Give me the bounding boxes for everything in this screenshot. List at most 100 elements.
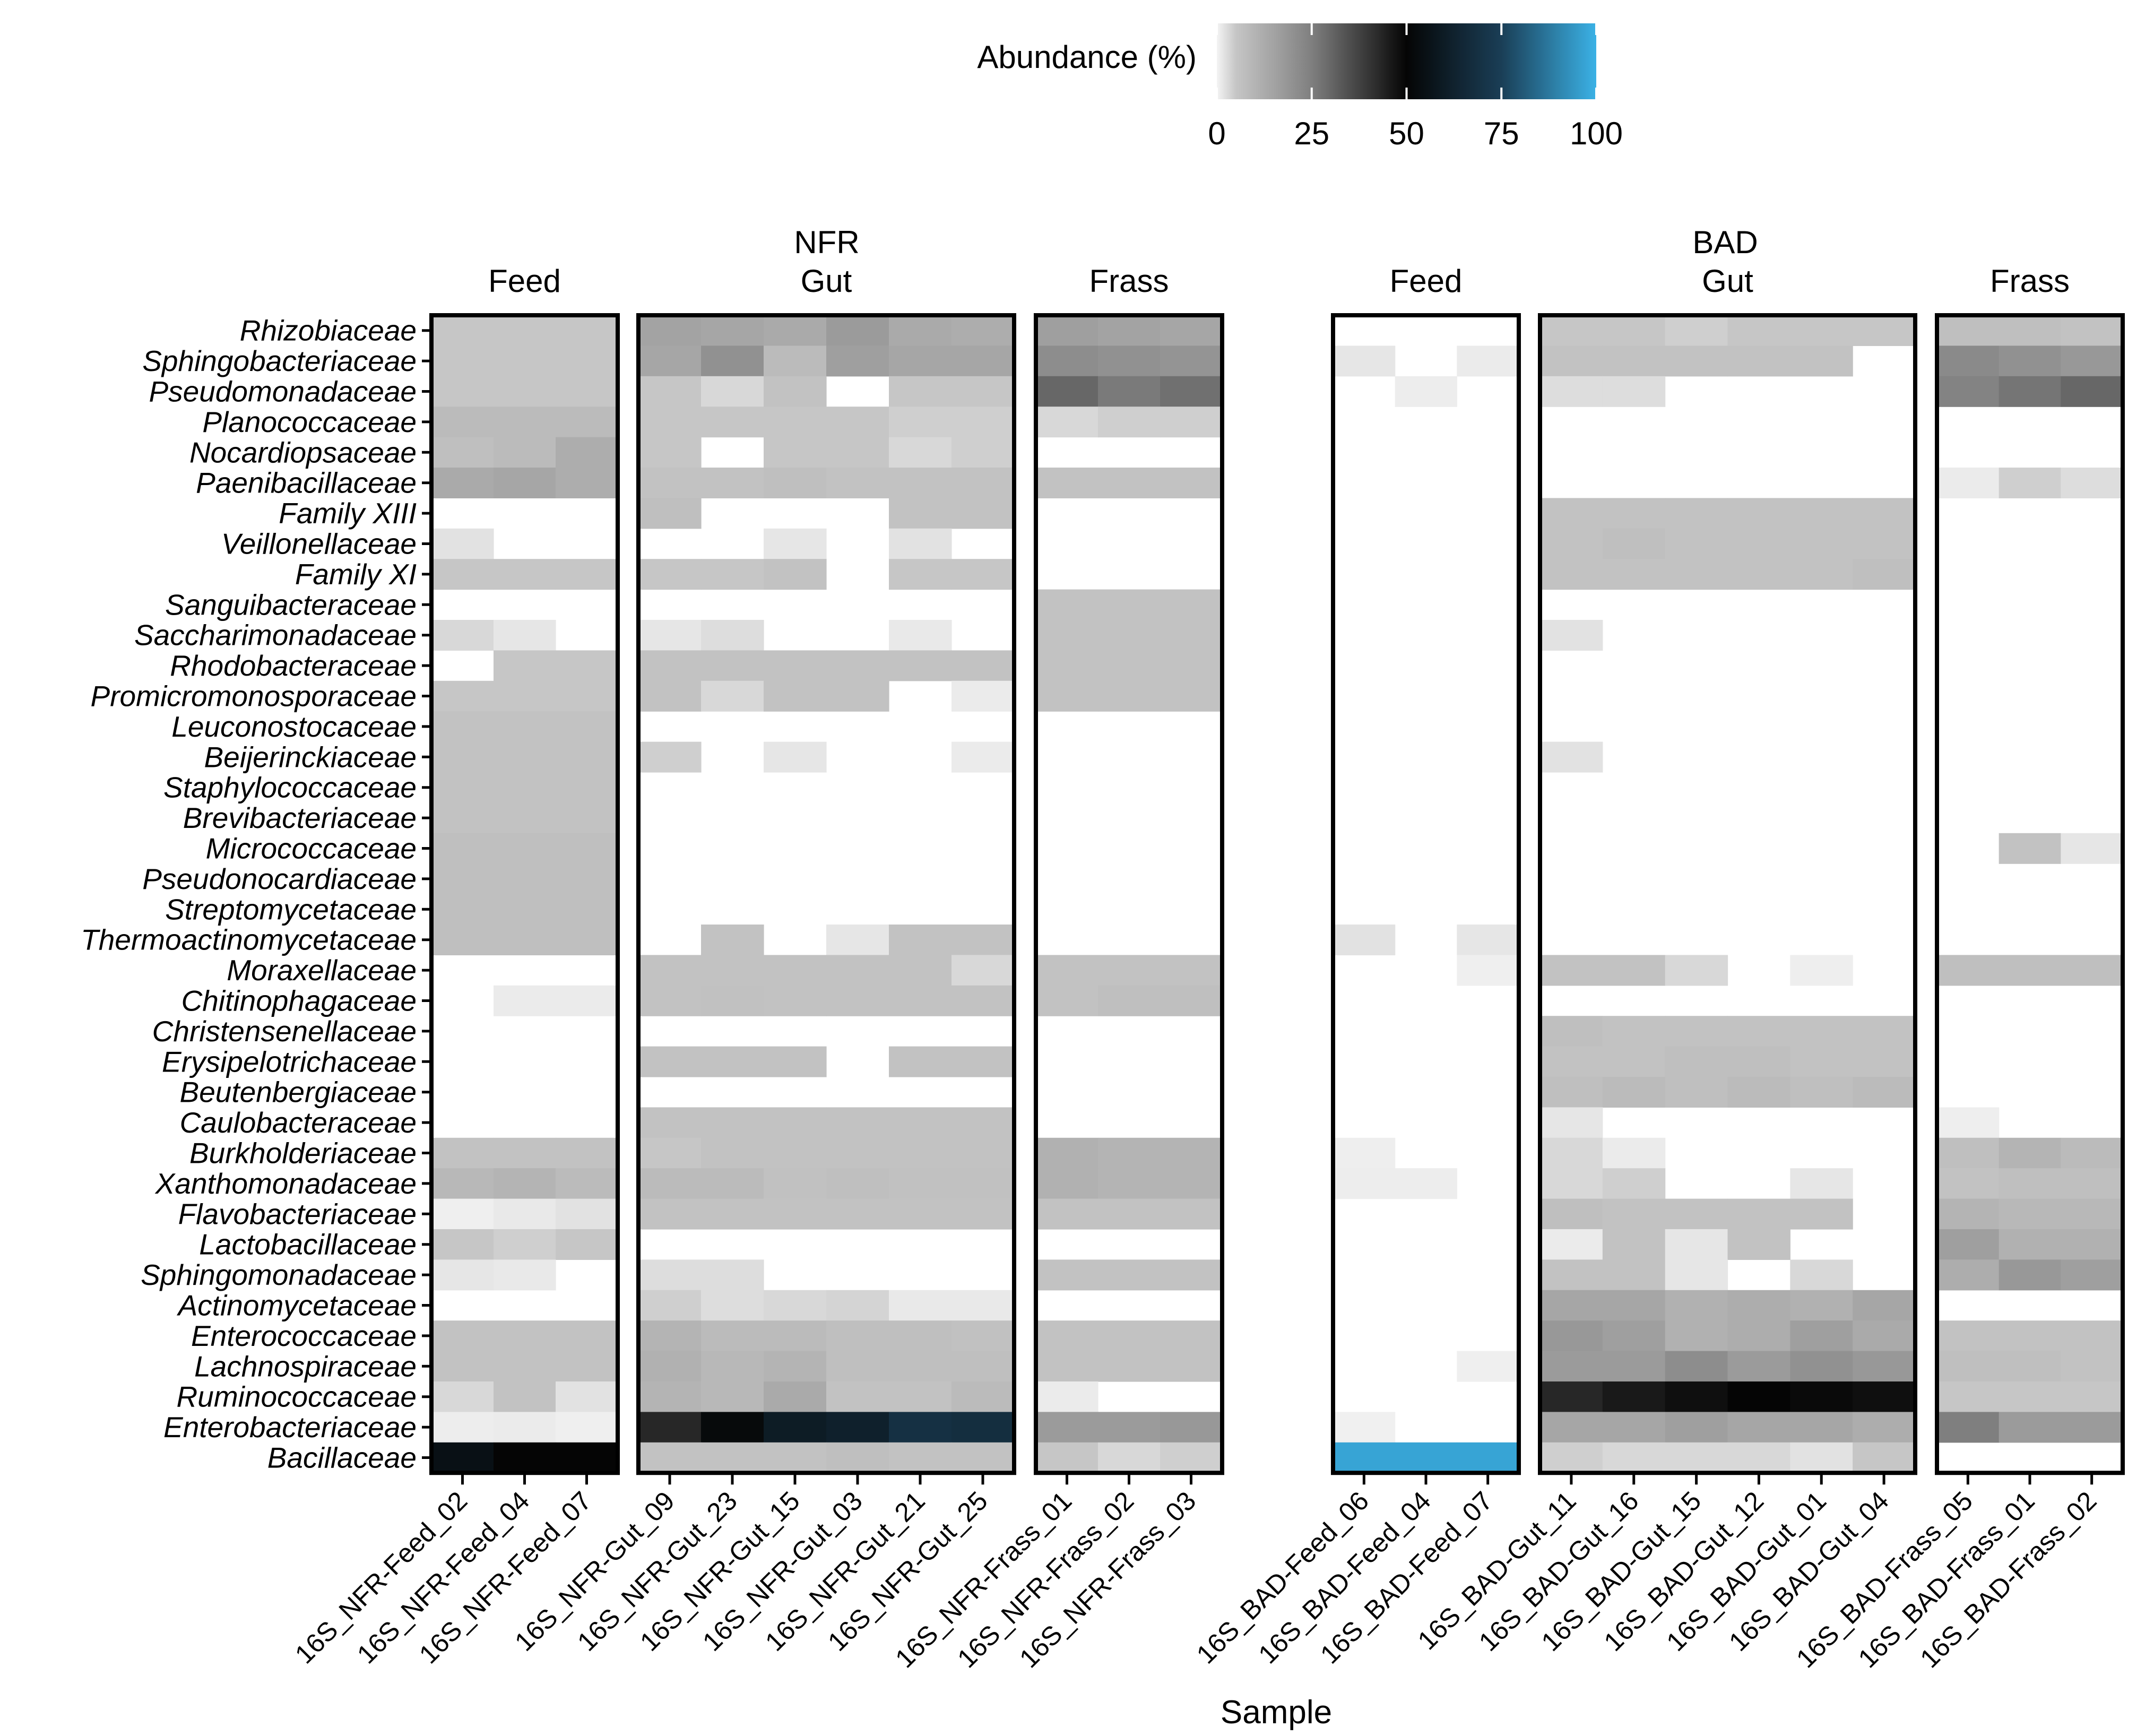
heatmap-cell (556, 407, 618, 438)
heatmap-cell (1540, 1320, 1603, 1352)
heatmap-cell (494, 1381, 556, 1412)
family-label: Micrococcaceae (206, 832, 417, 865)
heatmap-cell (1790, 315, 1853, 346)
heatmap-cell (494, 437, 556, 468)
heatmap-cell (701, 346, 764, 377)
heatmap-cell (951, 1320, 1015, 1352)
heatmap-cell (494, 863, 556, 895)
heatmap-cell (2061, 468, 2123, 498)
heatmap-cell (701, 1046, 764, 1077)
heatmap-cell (556, 772, 618, 803)
family-label: Saccharimonadaceae (134, 619, 417, 652)
heatmap-cell (764, 1381, 827, 1412)
heatmap-cell (556, 315, 618, 346)
family-label: Sphingomonadaceae (141, 1258, 417, 1291)
heatmap-cell (1395, 1168, 1457, 1199)
family-label: Pseudomonadaceae (149, 375, 417, 408)
heatmap-cell (1602, 1442, 1666, 1473)
heatmap-cell (431, 1259, 494, 1291)
heatmap-cell (1727, 1229, 1790, 1260)
heatmap-cell (494, 741, 556, 773)
heatmap-cell (826, 1381, 889, 1412)
heatmap-cell (1937, 1351, 2000, 1382)
heatmap-cell (1160, 680, 1223, 712)
heatmap-cell (889, 346, 952, 377)
heatmap-cell (764, 559, 827, 590)
heatmap-cell (1937, 1168, 2000, 1199)
heatmap-cell (701, 468, 764, 498)
heatmap-cell (1665, 315, 1728, 346)
heatmap-cell (764, 468, 827, 498)
heatmap-cell (826, 1320, 889, 1352)
facet-panels: Feed16S_NFR-Feed_0216S_NFR-Feed_0416S_NF… (289, 263, 2125, 1673)
heatmap-cell (701, 1198, 764, 1230)
heatmap-cell (764, 437, 827, 468)
heatmap-cell (889, 315, 952, 346)
heatmap-cell (494, 559, 556, 590)
panel-strip-label: Gut (1702, 263, 1753, 299)
heatmap-cell (494, 802, 556, 834)
heatmap-cell (889, 1412, 952, 1443)
heatmap-cell (764, 1198, 827, 1230)
heatmap-cell (556, 1229, 618, 1260)
family-label: Paenibacillaceae (196, 467, 417, 499)
heatmap-cell (556, 985, 618, 1016)
heatmap-cell (889, 1046, 952, 1077)
heatmap-cell (826, 1412, 889, 1443)
heatmap-cell (494, 894, 556, 925)
heatmap-cell (1395, 376, 1457, 407)
heatmap-cell (1036, 1412, 1098, 1443)
heatmap-cell (1937, 1137, 2000, 1169)
heatmap-cell (826, 1137, 889, 1169)
family-label: Enterobacteriaceae (163, 1411, 417, 1444)
heatmap-cell (431, 711, 494, 742)
heatmap-cell (1160, 346, 1223, 377)
heatmap-cell (826, 1168, 889, 1199)
heatmap-cell (1602, 1046, 1666, 1077)
heatmap-cell (1602, 1229, 1666, 1260)
heatmap-cell (1790, 1351, 1853, 1382)
heatmap-cell (764, 1168, 827, 1199)
heatmap-cell (889, 620, 952, 651)
heatmap-cell (431, 1229, 494, 1260)
heatmap-cell (764, 985, 827, 1016)
heatmap-cell (556, 437, 618, 468)
heatmap-cell (764, 955, 827, 986)
heatmap-cell (1098, 955, 1161, 986)
heatmap-cell (826, 1442, 889, 1473)
heatmap-cell (494, 711, 556, 742)
heatmap-cell (1999, 1259, 2061, 1291)
heatmap-cell (951, 1198, 1015, 1230)
heatmap-cell (1098, 1351, 1161, 1382)
heatmap-cell (1540, 1077, 1603, 1108)
heatmap-cell (1098, 1137, 1161, 1169)
heatmap-cell (1602, 1320, 1666, 1352)
heatmap-cell (1727, 528, 1790, 559)
family-label: Bacillaceae (267, 1441, 417, 1474)
heatmap-cell (2061, 1412, 2123, 1443)
heatmap-cell (1540, 559, 1603, 590)
heatmap-cell (1602, 1016, 1666, 1047)
heatmap-cell (701, 1259, 764, 1291)
heatmap-cell (951, 741, 1015, 773)
heatmap-cell (638, 315, 702, 346)
heatmap-cell (1036, 1198, 1098, 1230)
heatmap-cell (889, 1381, 952, 1412)
heatmap-cell (638, 1137, 702, 1169)
heatmap-cell (764, 1137, 827, 1169)
family-label: Beijerinckiaceae (204, 740, 417, 773)
heatmap-cell (1540, 376, 1603, 407)
heatmap-cell (1540, 315, 1603, 346)
heatmap-cell (1790, 1320, 1853, 1352)
family-label: Veillonellaceae (221, 528, 417, 560)
heatmap-cell (826, 1351, 889, 1382)
heatmap-cell (951, 437, 1015, 468)
heatmap-cell (1036, 1137, 1098, 1169)
heatmap-cell (556, 802, 618, 834)
heatmap-cell (1036, 1259, 1098, 1291)
heatmap-cell (1540, 1107, 1603, 1138)
heatmap-cell (1937, 1320, 2000, 1352)
heatmap-cell (764, 1442, 827, 1473)
heatmap-cell (431, 437, 494, 468)
